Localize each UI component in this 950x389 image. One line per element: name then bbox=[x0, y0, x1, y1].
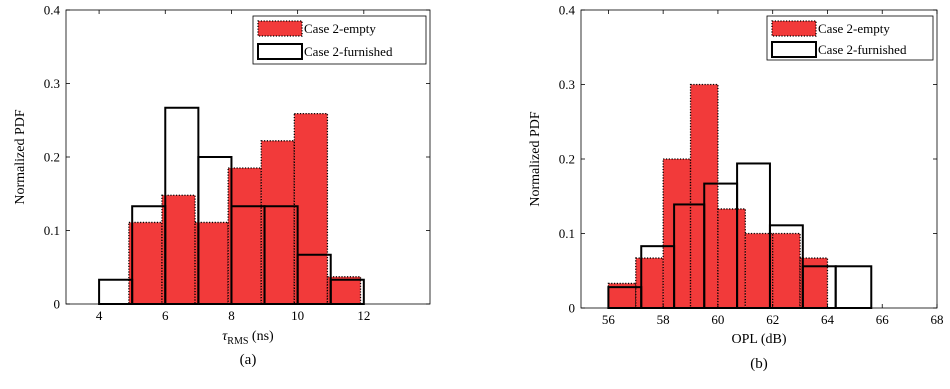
y-axis-label: Normalized PDF bbox=[528, 111, 543, 206]
x-tick-label: 68 bbox=[931, 312, 944, 327]
rms-subscript: RMS bbox=[227, 336, 248, 347]
legend-swatch-empty bbox=[257, 20, 303, 37]
x-axis-label: OPL (dB) bbox=[731, 332, 786, 347]
y-tick-label: 0.1 bbox=[559, 226, 575, 241]
y-tick-label: 0 bbox=[569, 301, 576, 316]
x-tick-label: 66 bbox=[876, 312, 890, 327]
bar bbox=[326, 276, 362, 305]
bar bbox=[194, 221, 229, 305]
x-tick-label: 8 bbox=[228, 308, 235, 323]
x-tick-label: 64 bbox=[821, 312, 835, 327]
y-tick-label: 0.4 bbox=[44, 3, 61, 18]
x-tick-label: 60 bbox=[711, 312, 724, 327]
histogram-panel-a: 4 6 8 10 12 0 0.1 0.2 0.3 0.4 Normalized PDF τRMS (… bbox=[13, 3, 431, 368]
legend-swatch-furnished bbox=[771, 41, 817, 58]
bar bbox=[161, 194, 196, 305]
bar bbox=[662, 158, 692, 309]
histogram-panel-b: 56 58 60 62 64 66 68 0 0.1 0.2 0.3 0.4 Normalized PD… bbox=[528, 3, 944, 373]
bar bbox=[744, 232, 774, 309]
bar bbox=[98, 278, 134, 305]
series-case2-empty bbox=[128, 112, 362, 305]
x-tick-label: 58 bbox=[657, 312, 670, 327]
series-case2-furnished bbox=[98, 106, 365, 306]
x-axis-label: τRMS (ns) bbox=[222, 329, 274, 347]
x-tick-label: 6 bbox=[162, 308, 169, 323]
bar bbox=[128, 221, 163, 305]
legend-label-furnished: Case 2-furnished bbox=[304, 44, 393, 59]
panel-label: (a) bbox=[240, 352, 257, 368]
bar bbox=[635, 257, 664, 309]
y-tick-label: 0.1 bbox=[44, 223, 60, 238]
x-tick-label: 4 bbox=[96, 308, 103, 323]
tau-symbol: τ bbox=[222, 329, 228, 344]
y-tick-label: 0.4 bbox=[559, 3, 576, 18]
legend-label-empty: Case 2-empty bbox=[304, 21, 376, 36]
bar bbox=[772, 232, 801, 309]
y-tick-label: 0.3 bbox=[44, 76, 60, 91]
y-tick-label: 0.2 bbox=[559, 152, 575, 167]
series-case2-furnished bbox=[607, 162, 873, 310]
x-tick-label: 62 bbox=[766, 312, 779, 327]
bar bbox=[329, 278, 365, 305]
legend-swatch-furnished bbox=[257, 43, 303, 60]
y-axis-label: Normalized PDF bbox=[13, 109, 28, 204]
x-tick-label: 10 bbox=[291, 308, 304, 323]
y-tick-label: 0.2 bbox=[44, 150, 60, 165]
legend-label-empty: Case 2-empty bbox=[818, 21, 890, 36]
legend: Case 2-empty Case 2-furnished bbox=[252, 15, 427, 65]
bar bbox=[834, 265, 873, 309]
legend-swatch-empty bbox=[771, 20, 817, 37]
x-tick-label: 56 bbox=[602, 312, 616, 327]
bar bbox=[293, 112, 329, 305]
legend-label-furnished: Case 2-furnished bbox=[818, 42, 907, 57]
x-unit: (ns) bbox=[248, 329, 274, 344]
bar bbox=[227, 167, 262, 305]
y-tick-label: 0.3 bbox=[559, 77, 575, 92]
legend: Case 2-empty Case 2-furnished bbox=[766, 15, 934, 61]
bar bbox=[717, 208, 746, 309]
x-tick-label: 12 bbox=[357, 308, 370, 323]
bar bbox=[260, 140, 295, 305]
y-tick-label: 0 bbox=[54, 297, 61, 312]
panel-label: (b) bbox=[750, 356, 768, 372]
